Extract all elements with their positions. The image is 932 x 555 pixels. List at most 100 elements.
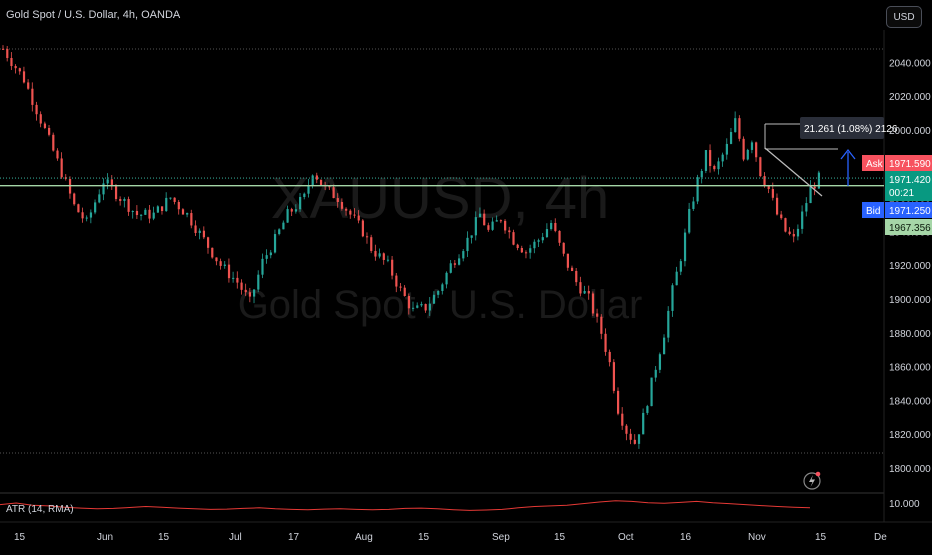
candle-body: [173, 197, 176, 202]
candle-body: [809, 186, 812, 204]
candle-body: [290, 209, 293, 212]
candle-body: [729, 132, 733, 144]
candle-body: [763, 176, 766, 186]
arrow-up-icon: [840, 148, 856, 160]
candle-body: [160, 206, 164, 211]
candle-body: [286, 209, 289, 223]
candle-body: [328, 186, 331, 188]
candle-body: [608, 351, 611, 363]
price-axis[interactable]: 2040.0002020.0002000.0001980.0001960.000…: [889, 58, 931, 475]
y-tick-label: 1800.000: [889, 464, 931, 475]
candle-body: [177, 201, 180, 210]
candle-body: [349, 210, 352, 215]
candle-body: [299, 197, 302, 210]
candle-body: [140, 214, 143, 216]
candle-body: [637, 434, 641, 444]
candle-body: [771, 189, 774, 198]
time-axis[interactable]: 15 Jun 15 Jul 17 Aug 15 Sep 15 Oct 16 Nov 15 De: [14, 532, 887, 543]
candle-body: [106, 179, 109, 184]
atr-pane: 10.000: [0, 499, 920, 511]
candle-body: [156, 206, 159, 213]
x-tick-label: Nov: [748, 532, 766, 543]
candle-body: [181, 209, 185, 215]
symbol-title: Gold Spot / U.S. Dollar, 4h, OANDA: [6, 9, 181, 21]
candle-body: [2, 48, 5, 50]
candle-body: [85, 217, 88, 219]
candle-body: [52, 134, 55, 151]
candle-body: [512, 232, 515, 245]
x-tick-label: 15: [418, 532, 430, 543]
candle-body: [738, 118, 741, 139]
candle-body: [282, 222, 285, 230]
candle-body: [558, 230, 561, 243]
candle-body: [495, 220, 498, 222]
candle-body: [545, 229, 549, 238]
x-tick-label: De: [874, 532, 887, 543]
candle-body: [746, 149, 749, 160]
x-tick-label: 15: [158, 532, 170, 543]
candle-body: [441, 284, 444, 291]
candle-body: [612, 362, 616, 391]
candle-body: [169, 197, 172, 199]
candle-body: [775, 197, 779, 215]
candle-body: [265, 255, 268, 259]
candle-body: [114, 186, 118, 200]
lightning-icon[interactable]: [803, 471, 821, 490]
candle-body: [767, 185, 770, 190]
candle-body: [345, 208, 348, 211]
candle-body: [742, 138, 745, 160]
drawing-tools[interactable]: 21.261 (1.08%) 2126: [764, 117, 898, 197]
candle-body: [524, 252, 528, 254]
candle-body: [499, 220, 503, 222]
level-price-label: 1967.356: [889, 223, 931, 234]
candle-body: [575, 270, 578, 283]
candle-body: [81, 212, 84, 219]
candle-body: [683, 232, 687, 262]
candle-body: [470, 235, 473, 238]
candle-body: [14, 66, 17, 69]
y-tick-label: 1900.000: [889, 295, 931, 306]
candle-body: [604, 333, 607, 352]
candle-body: [407, 296, 411, 309]
candle-body: [27, 82, 30, 89]
atr-indicator-label[interactable]: ATR (14, RMA): [6, 504, 74, 515]
candle-body: [152, 212, 155, 219]
candle-body: [353, 214, 356, 216]
watermark-description: Gold Spot / U.S. Dollar: [238, 283, 643, 327]
candle-body: [56, 150, 59, 159]
atr-axis-value: 10.000: [889, 499, 920, 510]
candle-body: [64, 177, 67, 179]
candle-body: [236, 277, 239, 283]
candle-body: [625, 425, 628, 434]
candle-body: [817, 172, 821, 189]
candle-body: [650, 377, 653, 407]
candle-body: [98, 194, 101, 203]
candle-body: [658, 354, 662, 370]
candle-body: [679, 261, 682, 272]
bid-tag: Bid: [866, 206, 880, 217]
currency-button[interactable]: USD: [886, 6, 922, 28]
candle-body: [102, 183, 105, 195]
candle-body: [311, 175, 314, 186]
candle-body: [445, 272, 448, 285]
candle-body: [336, 198, 339, 203]
candle-body: [508, 230, 511, 233]
bid-tag-box: [862, 202, 884, 218]
candle-body: [248, 292, 252, 297]
candle-body: [466, 237, 469, 252]
candle-body: [688, 208, 691, 233]
candle-body: [671, 285, 674, 311]
candle-body: [257, 274, 260, 290]
x-tick-label: 15: [14, 532, 26, 543]
candle-body: [269, 252, 272, 256]
y-tick-label: 1860.000: [889, 363, 931, 374]
candle-body: [194, 225, 197, 233]
ask-tag-box: [862, 155, 884, 171]
candle-body: [491, 221, 494, 230]
candle-body: [587, 290, 590, 294]
measure-label-box: [800, 117, 884, 139]
candle-body: [646, 406, 649, 413]
candle-body: [303, 193, 306, 198]
